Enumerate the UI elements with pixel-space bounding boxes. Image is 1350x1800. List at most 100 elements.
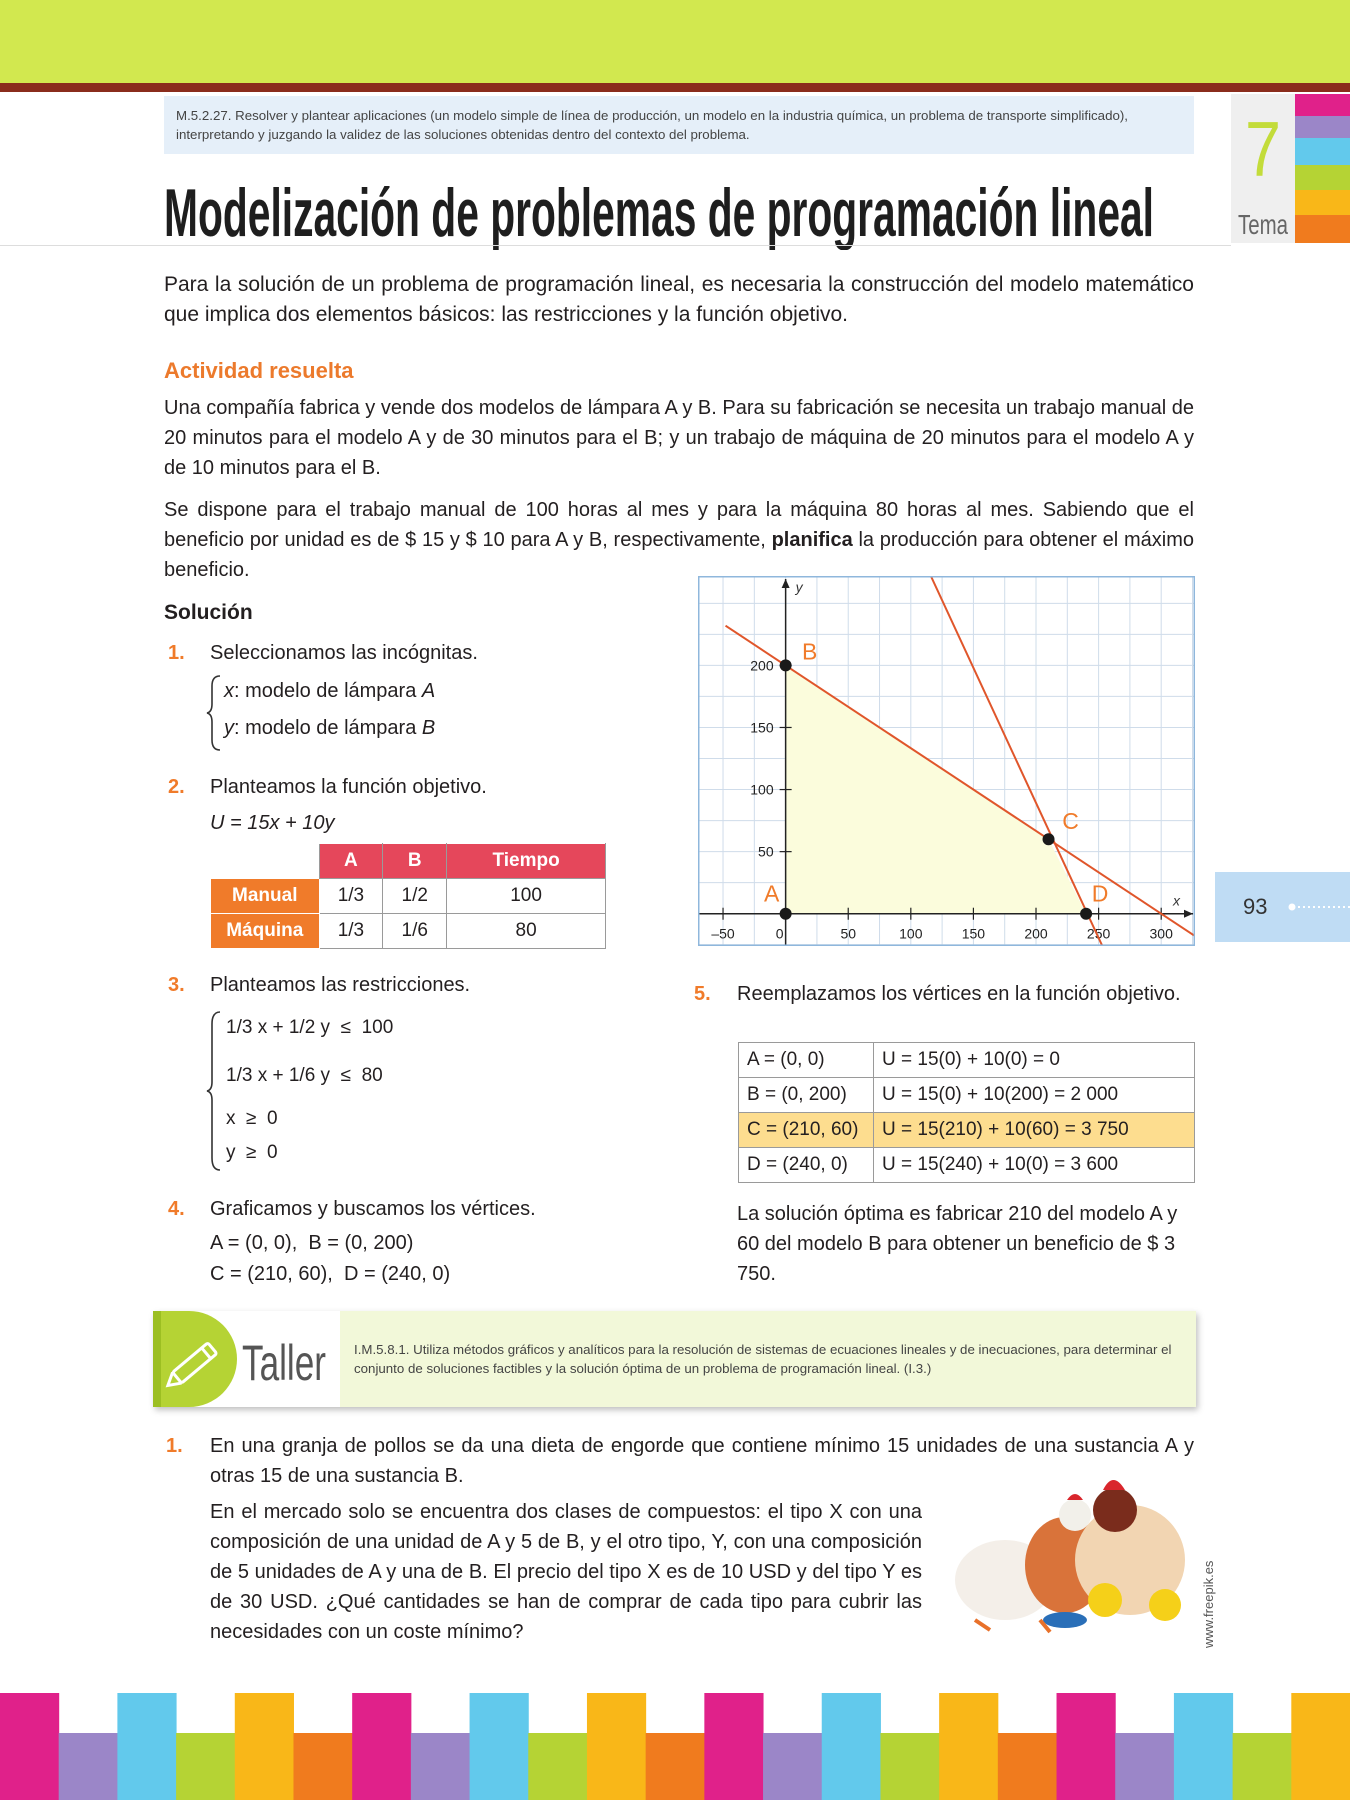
step-number: 3.	[168, 974, 185, 996]
table-cell: B = (0, 200)	[738, 1077, 874, 1113]
constraint: x ≥ 0	[226, 1108, 278, 1129]
table-row: Manual 1/3 1/2 100	[210, 878, 606, 914]
vertex	[779, 907, 792, 920]
table-header: A	[318, 843, 384, 879]
activity-heading: Actividad resuelta	[164, 358, 354, 383]
step-verb: Graficamos	[210, 1198, 313, 1220]
step-verb: Planteamos	[210, 974, 316, 996]
vertices: A = (0, 0), B = (0, 200)	[210, 1232, 414, 1254]
stripe	[586, 1693, 647, 1800]
title-box: Modelización de problemas de programació…	[164, 175, 1154, 250]
table-cell: A = (0, 0)	[738, 1042, 874, 1078]
x-axis-label: x	[1172, 893, 1181, 909]
vertex-label: C	[1062, 808, 1079, 834]
stripe	[1115, 1733, 1175, 1800]
table-header: Tiempo	[446, 843, 606, 879]
feasible-region	[785, 665, 1087, 914]
table-row: A B Tiempo	[211, 843, 606, 879]
y-axis-arrow	[781, 579, 790, 588]
table-row: B = (0, 200) U = 15(0) + 10(200) = 2 000	[738, 1077, 1195, 1113]
x-tick-label: 0	[776, 926, 784, 942]
vertex	[779, 659, 792, 672]
stripe	[293, 1733, 353, 1800]
x-tick-label: 200	[1024, 926, 1048, 942]
exercise-text: En una granja de pollos se da una dieta …	[210, 1435, 1194, 1487]
tema-stripe	[1295, 138, 1350, 165]
stripe	[0, 1693, 60, 1800]
table-cell: 1/3	[318, 878, 384, 914]
table-cell: U = 15(0) + 10(0) = 0	[873, 1042, 1195, 1078]
step-verb: buscamos	[333, 1198, 425, 1220]
vertex	[1080, 907, 1093, 920]
var: y	[224, 717, 234, 739]
title: Modelización de problemas de programació…	[164, 175, 1154, 250]
text: la producción para obtener el máximo ben…	[164, 529, 1194, 581]
stripe	[58, 1733, 118, 1800]
y-tick-label: 150	[750, 719, 774, 735]
step-verb: Reemplazamos	[737, 983, 876, 1005]
x-tick-label: 100	[899, 926, 923, 942]
page-dots	[1288, 903, 1350, 911]
brace	[206, 675, 221, 751]
exercise-number: 1.	[166, 1435, 183, 1457]
table-cell: D = (240, 0)	[738, 1147, 874, 1183]
table-cell: 1/3	[318, 913, 384, 949]
table-row: C = (210, 60) U = 15(210) + 10(60) = 3 75…	[738, 1112, 1195, 1148]
x-tick-label: 150	[962, 926, 986, 942]
stripe	[117, 1693, 177, 1800]
y-tick-label: 50	[758, 844, 774, 860]
model: A	[421, 680, 436, 702]
stripe	[880, 1733, 940, 1800]
solution-heading: Solución	[164, 601, 253, 624]
table-cell: C = (210, 60)	[738, 1112, 874, 1148]
skill-box	[164, 96, 1194, 154]
stripe	[410, 1733, 471, 1800]
step-number: 1.	[168, 642, 185, 664]
y-axis-label: y	[795, 579, 804, 595]
stripe	[645, 1733, 705, 1800]
title-rule	[0, 245, 1231, 246]
stripe	[1232, 1733, 1292, 1800]
table-cell: 100	[446, 878, 606, 914]
taller-box	[340, 1311, 1196, 1407]
stripe	[176, 1733, 236, 1800]
model: B	[421, 717, 436, 739]
top-bar	[0, 0, 1350, 83]
activity-task: Se dispone para el trabajo manual de 100…	[164, 495, 1194, 585]
page-number: 93	[1243, 894, 1268, 919]
text: la función objetivo.	[315, 776, 487, 798]
y-tick-label: 100	[750, 782, 774, 798]
bottom-stripes	[0, 1693, 1350, 1800]
stripe	[997, 1733, 1058, 1800]
table-cell: U = 15(0) + 10(200) = 2 000	[873, 1077, 1195, 1113]
table-row: A = (0, 0) U = 15(0) + 10(0) = 0	[738, 1042, 1195, 1078]
chart-frame	[698, 576, 1195, 946]
tema-block: 7 Tema	[1238, 94, 1350, 243]
taller-title-box: Taller	[242, 1335, 326, 1390]
x-tick-label: 300	[1150, 926, 1174, 942]
activity-statement: Una compañía fabrica y vende dos modelos…	[164, 397, 1194, 479]
tema-bg	[1231, 94, 1295, 243]
text: : modelo de lámpara	[234, 717, 422, 739]
step-text: Planteamos las restricciones.	[210, 970, 470, 1000]
table-cell: U = 15(240) + 10(0) = 3 600	[873, 1147, 1195, 1183]
step-verb: Seleccionamos	[210, 642, 346, 664]
exercise-text: En el mercado solo se encuentra dos clas…	[210, 1501, 922, 1643]
vertices: C = (210, 60), D = (240, 0)	[210, 1263, 451, 1285]
constraint: 1/3 x + 1/6 y ≤ 80	[226, 1065, 383, 1086]
step-text: Planteamos la función objetivo.	[210, 772, 487, 802]
step-number: 4.	[168, 1198, 185, 1220]
text: los vértices en la función objetivo.	[875, 983, 1181, 1005]
text: Se dispone para el trabajo manual de 100…	[164, 499, 1194, 551]
stripe	[939, 1693, 999, 1800]
table-cell	[211, 844, 320, 879]
text: las restricciones.	[315, 974, 471, 996]
stripe	[528, 1733, 588, 1800]
constraint-line	[929, 576, 1104, 946]
step-number: 2.	[168, 776, 185, 798]
vertex-label: A	[764, 881, 780, 907]
tema-stripe	[1295, 190, 1350, 215]
tema-stripe	[1295, 215, 1350, 243]
tema-stripe	[1295, 165, 1350, 190]
stripe	[1291, 1693, 1350, 1800]
